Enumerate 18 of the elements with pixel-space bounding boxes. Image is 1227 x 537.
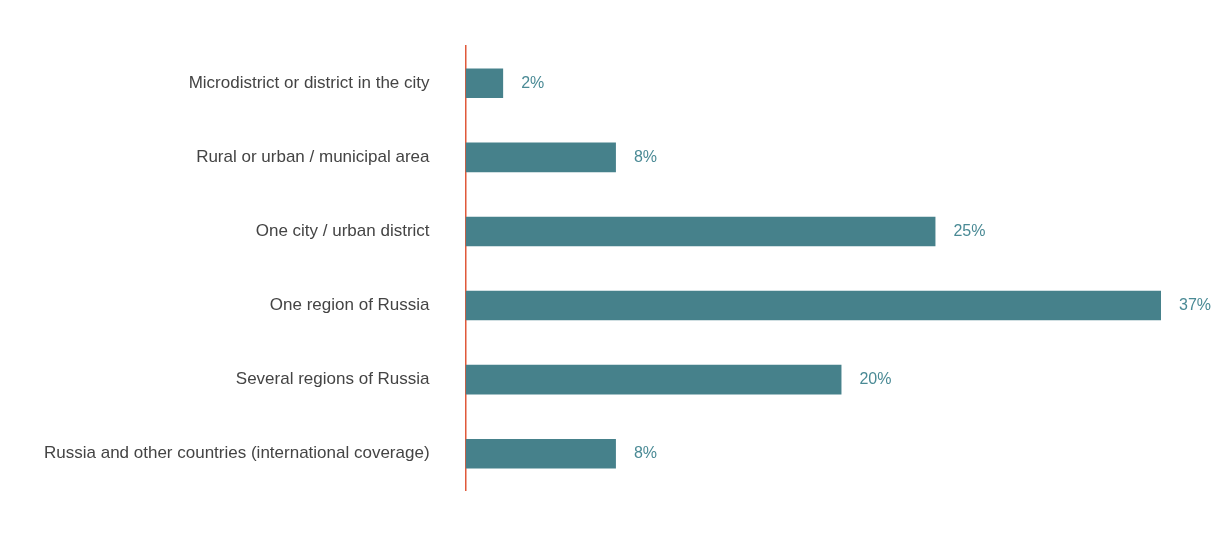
y-tick-label: Several regions of Russia — [235, 369, 431, 389]
data-label: 20% — [859, 370, 892, 388]
data-label: 8% — [633, 147, 658, 165]
data-label: 8% — [633, 444, 658, 462]
data-label: 37% — [1179, 295, 1212, 313]
bar — [465, 142, 616, 173]
bar — [465, 290, 1161, 321]
y-tick-label: Microdistrict or district in the city — [188, 72, 431, 92]
y-tick-label: Rural or urban / municipal area — [196, 147, 431, 167]
data-label: 25% — [953, 221, 986, 239]
bar — [465, 364, 842, 395]
y-tick-label: One city / urban district — [255, 221, 430, 241]
y-tick-label: One region of Russia — [269, 295, 431, 315]
bar — [465, 438, 616, 469]
y-tick-label: Russia and other countries (international coverage) — [44, 443, 430, 463]
bar — [465, 216, 936, 247]
data-label: 2% — [521, 73, 545, 91]
bar — [465, 68, 504, 99]
